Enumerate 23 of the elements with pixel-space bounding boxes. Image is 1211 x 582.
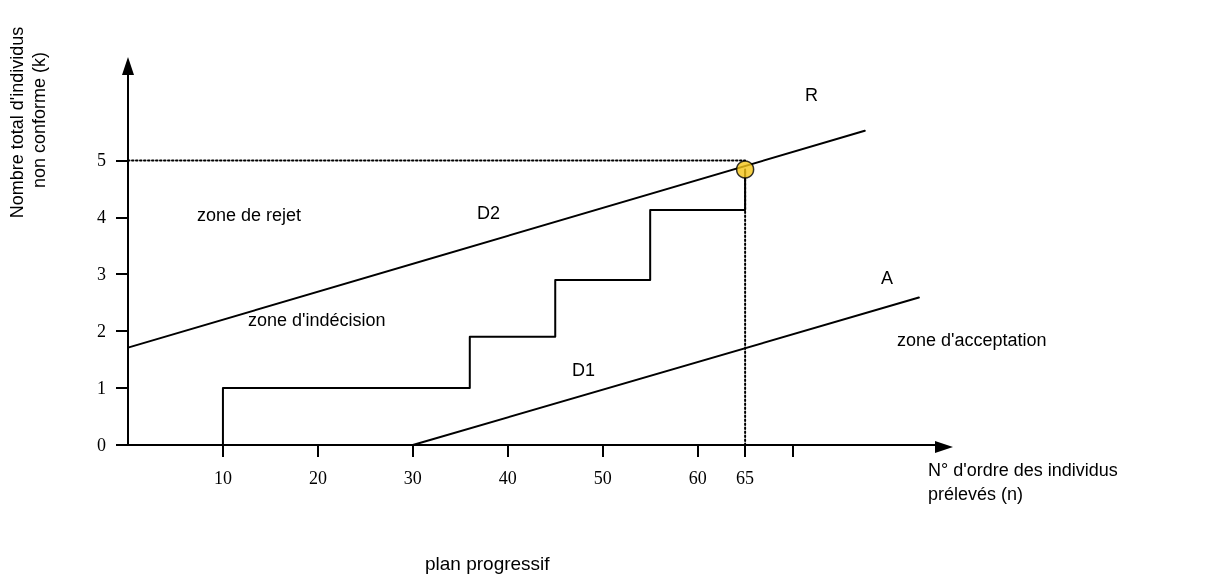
annotation: D2	[477, 203, 501, 223]
y-tick-label: 3	[97, 264, 106, 285]
x-tick-label: 20	[308, 468, 327, 488]
y-tick-label: 4	[97, 207, 106, 228]
x-tick-label: 30	[403, 468, 422, 488]
x-tick-label: 10	[213, 468, 232, 488]
y-tick-label: 1	[97, 378, 106, 399]
x-tick-label: 40	[498, 468, 517, 488]
x-axis-title: N° d'ordre des individus prélevés (n)	[928, 460, 1123, 504]
y-tick-label: 5	[97, 150, 106, 171]
y-tick-label: 2	[97, 321, 106, 342]
annotation: zone d'acceptation	[897, 330, 1047, 350]
x-tick-label: 65	[736, 468, 755, 488]
annotation: zone d'indécision	[248, 310, 386, 330]
x-tick-label: 60	[688, 468, 707, 488]
annotation: zone de rejet	[197, 205, 302, 225]
annotation: D1	[572, 360, 596, 380]
annotation: R	[805, 85, 818, 105]
annotation: A	[881, 268, 894, 288]
x-tick-label: 50	[593, 468, 612, 488]
text: plan progressif	[425, 553, 551, 574]
y-axis-title: Nombre total d'individus non conforme (k)	[7, 21, 49, 219]
y-tick-label: 0	[97, 435, 106, 455]
